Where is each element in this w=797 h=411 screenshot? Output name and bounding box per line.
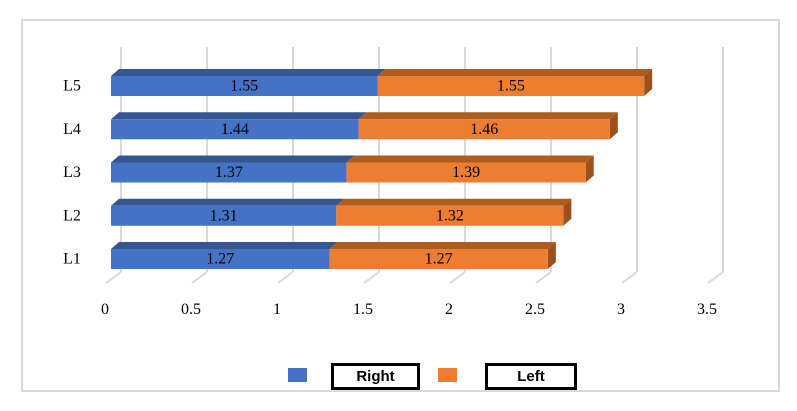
bar-top-face-left	[336, 198, 572, 206]
bar-end-cap	[644, 69, 653, 96]
axis-floor-tick	[535, 271, 552, 284]
data-label-right: 1.27	[206, 251, 234, 268]
bar-top-face-left	[377, 69, 653, 76]
x-axis-tick-label: 3	[617, 301, 625, 318]
bar-top-face-right	[111, 69, 386, 76]
bar-segment-right	[111, 119, 359, 140]
axis-floor-tick	[191, 271, 208, 284]
bar-segment-left	[358, 119, 610, 140]
bar-top-face-right	[111, 112, 367, 120]
axis-floor-tick	[363, 271, 380, 284]
bar-segment-right	[111, 162, 347, 183]
bar-top-face-right	[111, 242, 338, 249]
bar-segment-left	[336, 205, 564, 226]
data-label-left: 1.27	[425, 251, 453, 268]
bar-segment-left	[329, 249, 548, 269]
bar-top-face-right	[111, 155, 355, 163]
axis-floor-tick	[449, 271, 466, 284]
x-axis-tick-label: 2.5	[525, 301, 545, 318]
bar-segment-right	[111, 205, 337, 226]
data-label-left: 1.32	[436, 207, 464, 224]
bar-segment-left	[377, 76, 645, 96]
bar-top-face-left	[329, 242, 556, 249]
x-axis-tick-label: 0	[101, 301, 109, 318]
data-label-left: 1.39	[452, 164, 480, 181]
bar-segment-right	[111, 76, 378, 96]
axis-floor-tick	[707, 271, 724, 284]
axis-floor-tick	[621, 271, 638, 284]
data-label-right: 1.55	[230, 78, 258, 95]
x-axis-tick-label: 0.5	[181, 301, 201, 318]
axis-floor-tick	[277, 271, 294, 284]
category-label: L5	[63, 78, 81, 95]
x-axis-tick-label: 3.5	[697, 301, 717, 318]
data-label-right: 1.31	[210, 207, 238, 224]
bar-segment-right	[111, 249, 330, 269]
category-label: L4	[63, 121, 81, 138]
category-label: L3	[63, 164, 81, 181]
bar-top-face-left	[358, 112, 618, 120]
x-axis-tick-label: 2	[445, 301, 453, 318]
category-label: L1	[63, 251, 81, 268]
axis-floor-tick	[105, 271, 122, 284]
bar-top-face-left	[346, 155, 594, 163]
data-label-right: 1.37	[215, 164, 243, 181]
bar-end-cap	[609, 112, 618, 140]
bar-segment-left	[346, 162, 586, 183]
bar-top-face-right	[111, 198, 345, 206]
bar-end-cap	[547, 242, 556, 269]
data-label-right: 1.44	[221, 121, 249, 138]
category-label: L2	[63, 207, 81, 224]
bar-end-cap	[563, 198, 572, 226]
bar-end-cap	[585, 155, 594, 183]
x-axis-tick-label: 1.5	[353, 301, 373, 318]
data-label-left: 1.46	[470, 121, 498, 138]
data-label-left: 1.55	[497, 78, 525, 95]
x-axis-tick-label: 1	[273, 301, 281, 318]
